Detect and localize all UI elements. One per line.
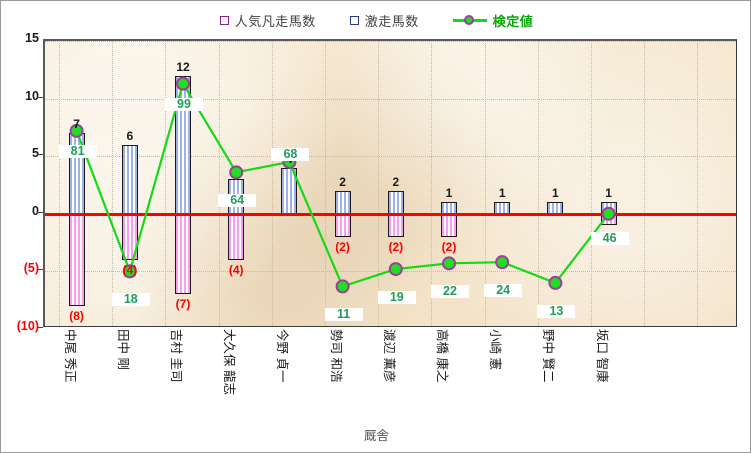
bar-down-value-label: (2) [441,239,457,254]
legend-item-pink[interactable]: 人気凡走馬数 [219,11,316,30]
gridline-v [59,41,60,326]
line-marker[interactable] [442,256,456,271]
bar-down-value-label: (8) [69,308,84,323]
bar-down-value-label: (2) [335,239,350,254]
y-axis-tick-label: 15 [25,31,39,45]
gridline-v [484,41,486,326]
legend-label-blue: 激走馬数 [364,13,419,29]
bar-up-value-label: 6 [126,128,134,143]
bar-down-value-label: (4) [228,262,244,277]
y-axis-tick [37,327,43,328]
bar-down-value-label: (2) [388,239,404,254]
line-value-label: 68 [271,147,310,161]
legend-item-blue[interactable]: 激走馬数 [349,11,419,30]
line-value-label: 46 [590,231,629,245]
line-value-label: 18 [111,293,150,307]
legend-item-line[interactable]: 検定値 [452,11,534,30]
line-circle-green-icon [452,14,487,26]
gridline-v [591,41,592,326]
y-axis-tick [37,96,43,98]
x-axis-category-label: 今野 貞一 [275,329,290,383]
y-axis-tick-label: 0 [32,203,39,218]
gridline-v [271,41,273,326]
gridline-v [165,41,167,326]
bar-up-value-label: 1 [552,186,559,201]
y-axis-tick-label: 10 [25,88,39,103]
bar-up-value-label: 12 [176,59,190,74]
gridline-v [218,41,220,326]
x-axis-category-label: 吉村 圭司 [169,329,183,383]
y-axis-tick [37,154,43,156]
legend-label-pink: 人気凡走馬数 [234,13,316,29]
line-value-label: 64 [218,194,257,208]
y-axis-tick [37,211,43,213]
bar-up-value-label: 1 [605,186,612,201]
line-marker[interactable] [69,123,84,138]
line-value-label: 81 [58,144,97,158]
line-marker[interactable] [495,255,510,270]
x-axis-category-label: 野中 賢二 [541,329,556,383]
gridline-v [537,41,539,326]
x-axis-category-label: 中尾 秀正 [62,329,77,383]
line-value-label: 24 [484,284,523,298]
y-axis-tick-label: 5 [32,146,39,161]
line-value-label: 19 [377,291,416,305]
plot-area: 76124221111(8)(4)(7)(4)(2)(2)(2)81189964… [43,39,737,327]
bar-up-value-label: 2 [339,174,346,189]
line-marker[interactable] [335,279,350,294]
line-marker[interactable] [229,165,244,180]
gridline-v [112,41,114,326]
line-value-label: 11 [324,308,363,322]
bar-up-value-label: 1 [498,186,506,201]
bar-up-value-label: 1 [445,186,453,201]
x-axis-category-label: 勢司 和浩 [328,329,343,383]
x-axis-category-label: 渡辺 薫彦 [381,329,396,383]
y-axis-tick-label: (5) [23,261,39,276]
gridline-v [325,41,326,326]
square-outline-navy-icon [349,15,359,25]
gridline-v [378,41,380,326]
x-axis-category-label: 田中 剛 [115,329,130,370]
gridline-h [45,156,736,158]
gridline-v [644,41,646,326]
y-axis-tick [37,269,43,271]
line-value-label: 99 [165,97,203,111]
gridline-h [45,41,736,42]
x-axis-category-label: 大久保 龍志 [222,329,237,395]
gridline-v [697,41,699,326]
bar-up-value-label: 2 [392,174,400,189]
line-marker[interactable] [122,264,137,279]
line-series-检定値 [69,76,616,294]
line-value-label: 22 [431,285,469,299]
line-marker[interactable] [176,76,190,91]
gridline-v [431,41,433,326]
zero-line [45,212,736,216]
x-axis-category-label: 小崎 憲 [488,329,503,370]
line-marker[interactable] [548,275,563,290]
line-value-label: 13 [537,304,576,318]
x-axis-title: 厩舎 [363,429,389,443]
square-outline-purple-icon [219,15,229,25]
bar-down-value-label: (7) [175,297,191,312]
bar-up-value-label: 7 [73,117,80,132]
gridline-h [45,98,736,100]
y-axis-tick-label: (10) [16,319,39,333]
chart-legend: 人気凡走馬数 激走馬数 検定値 [1,9,751,31]
legend-label-line: 検定値 [492,13,534,29]
line-marker[interactable] [388,262,403,277]
x-axis-category-label: 高橋 康之 [435,329,449,383]
x-axis-category-label: 坂口 智康 [594,329,609,383]
bar-down-value-label: (4) [122,262,138,277]
line-marker[interactable] [601,206,616,221]
